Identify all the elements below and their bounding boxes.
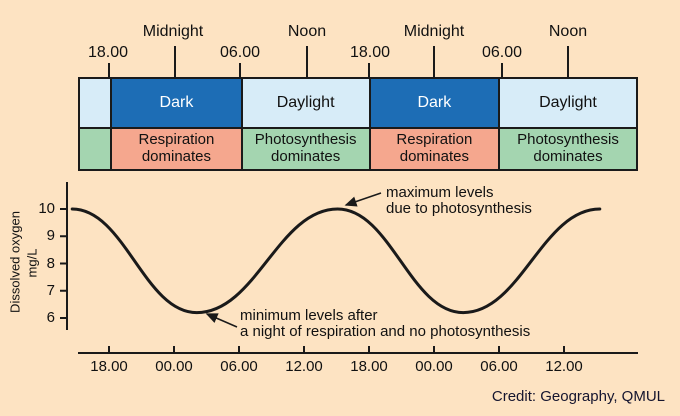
annotation-max-line1: maximum levels [386, 184, 494, 201]
annotation-min-line1: minimum levels after [240, 307, 378, 324]
y-tick-label: 9 [46, 227, 55, 245]
bar-cell-label: Daylight [539, 93, 597, 111]
annotation-min-line2: a night of respiration and no photosynth… [240, 323, 531, 340]
x-tick-label: 06.00 [480, 358, 518, 375]
timeline-tick [174, 46, 176, 77]
bar-cell-respiration: Respiration dominates [110, 129, 241, 169]
timeline-tick [239, 63, 241, 77]
y-tick-label: 10 [38, 200, 55, 217]
timeline-label-noon: Noon [548, 23, 588, 40]
timeline-label-0600: 06.00 [481, 44, 523, 61]
bar-cell-dark: Dark [368, 79, 498, 127]
dissolved-oxygen-curve [70, 207, 602, 315]
y-tick-label: 8 [46, 254, 55, 272]
bar-cell-respiration: Respiration dominates [368, 129, 498, 169]
bar-cell-dark: Dark [110, 79, 241, 127]
max-annotation-arrow [344, 192, 382, 207]
timeline-label-midnight: Midnight [403, 23, 465, 40]
bar-cell-daylight: Daylight [240, 79, 369, 127]
bar-cell-photosynthesis: Photosynthesis dominates [497, 129, 636, 169]
annotation-max-line2: due to photosynthesis [386, 200, 532, 217]
x-tick-label: 12.00 [545, 358, 583, 375]
x-tick-label: 06.00 [220, 358, 258, 375]
bar-cell-photosynthesis: Photosynthesis dominates [240, 129, 369, 169]
credit-text: Credit: Geography, QMUL [491, 388, 665, 405]
bar-cell-label: Dark [159, 93, 194, 111]
timeline-label-1800: 18.00 [87, 44, 129, 61]
x-tick-label: 00.00 [155, 358, 193, 375]
timeline-tick [501, 63, 503, 77]
bar-cell-daylight-spacer [80, 79, 111, 127]
light-period-row: Dark Daylight Dark Daylight [80, 79, 636, 127]
bar-cell-daylight: Daylight [497, 79, 636, 127]
y-tick-label: 6 [46, 309, 55, 326]
min-annotation-arrow [205, 313, 238, 328]
bar-cell-label: Photosynthesis dominates [254, 131, 357, 165]
timeline-label-0600: 06.00 [219, 44, 261, 61]
timeline-label-midnight: Midnight [142, 23, 204, 40]
annotation-min-levels: minimum levels after a night of respirat… [240, 308, 530, 340]
timeline-tick [567, 46, 569, 77]
timeline-label-noon: Noon [287, 23, 327, 40]
bar-cell-label: Photosynthesis dominates [517, 131, 619, 165]
period-bars: Dark Daylight Dark Daylight Respiration dom… [78, 77, 638, 171]
x-tick-label: 00.00 [415, 358, 453, 375]
x-tick-label: 12.00 [285, 358, 323, 375]
timeline-tick [306, 46, 308, 77]
bar-cell-label: Daylight [276, 93, 335, 111]
timeline-tick [433, 46, 435, 77]
x-tick-label: 18.00 [90, 358, 128, 375]
y-tick-label: 7 [46, 281, 55, 299]
bar-cell-label: Respiration dominates [138, 131, 215, 165]
timeline-tick [368, 63, 370, 77]
bar-cell-photosynthesis-spacer [80, 129, 111, 169]
timeline-label-1800: 18.00 [349, 44, 391, 61]
dominant-process-row: Respiration dominates Photosynthesis domi… [80, 127, 636, 169]
bar-cell-label: Dark [417, 93, 452, 111]
annotation-max-levels: maximum levels due to photosynthesis [386, 185, 532, 217]
x-tick-label: 18.00 [350, 358, 388, 375]
bar-cell-label: Respiration dominates [396, 131, 473, 165]
timeline-tick [108, 63, 110, 77]
